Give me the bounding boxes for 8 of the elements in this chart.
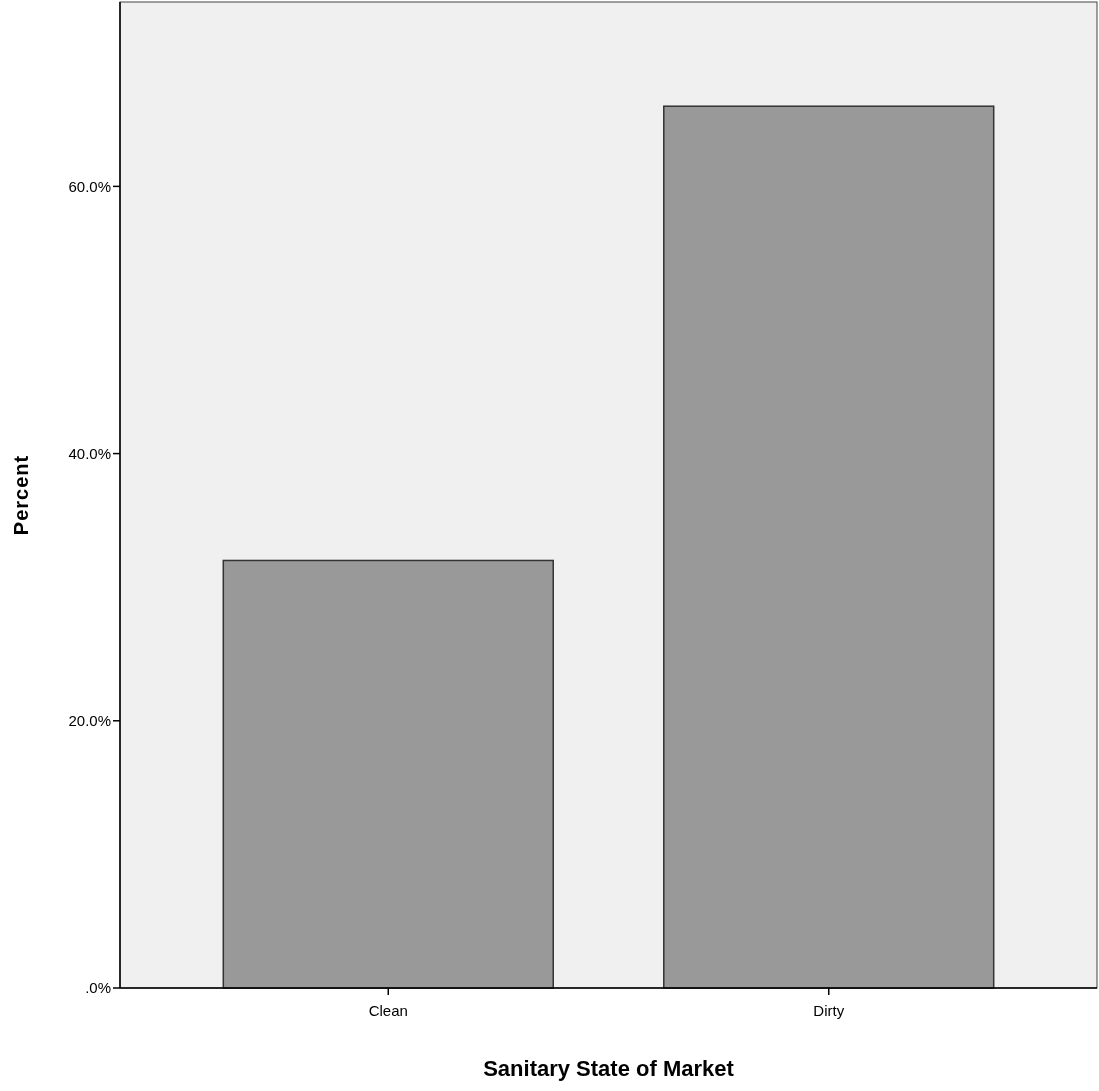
y-tick-label: 60.0% xyxy=(68,177,111,195)
x-axis-title: Sanitary State of Market xyxy=(483,1056,735,1081)
x-tick-label: Clean xyxy=(368,1002,408,1019)
y-tick-label: 40.0% xyxy=(68,444,111,462)
x-tick-label: Dirty xyxy=(813,1002,845,1019)
y-tick-label: 20.0% xyxy=(68,712,111,730)
y-axis-title: Percent xyxy=(10,454,32,536)
y-tick-label: .0% xyxy=(85,979,111,997)
